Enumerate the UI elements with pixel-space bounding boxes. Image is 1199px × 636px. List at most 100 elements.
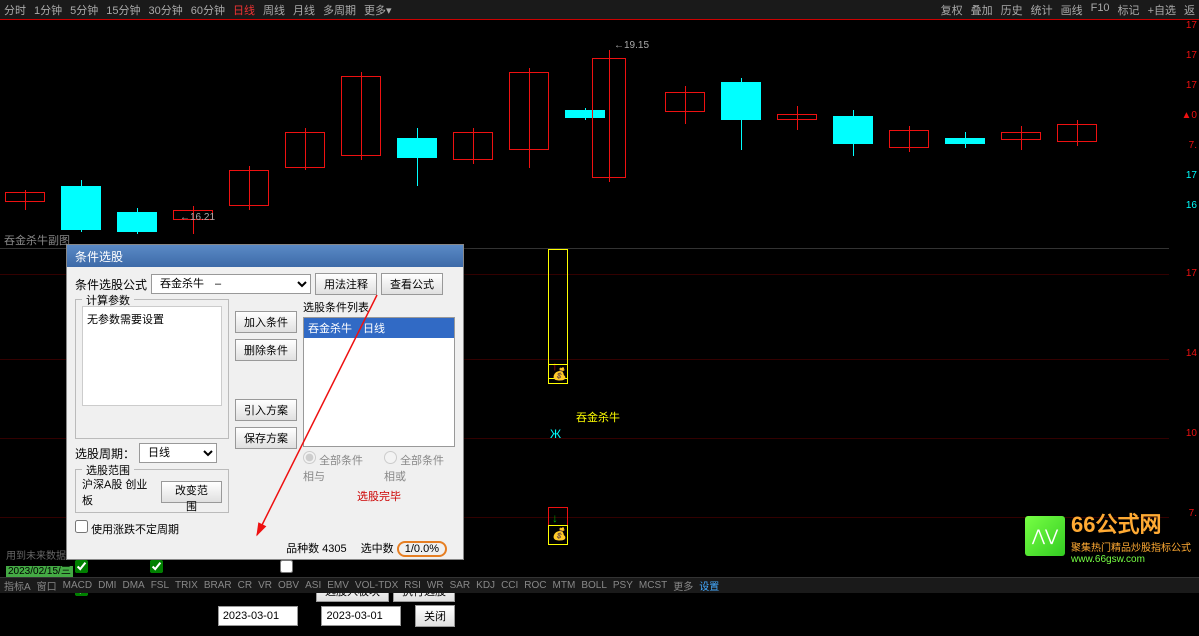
period-tab[interactable]: 5分钟	[70, 2, 98, 18]
indicator-tab[interactable]: DMA	[122, 580, 144, 591]
radio-or[interactable]: 全部条件相或	[384, 451, 455, 484]
sub-chart-title: 吞金杀牛副图	[4, 232, 70, 248]
fq-checkbox[interactable]: 前复权数据	[75, 560, 146, 577]
import-scheme-button[interactable]: 引入方案	[235, 399, 297, 421]
period-tab[interactable]: 月线	[293, 2, 315, 18]
period-tab[interactable]: 日线	[233, 2, 255, 18]
toolbar-action[interactable]: F10	[1091, 2, 1110, 18]
period-label: 选股周期：	[75, 445, 135, 462]
period-tab[interactable]: 1分钟	[34, 2, 62, 18]
indicator-tab[interactable]: BOLL	[581, 580, 607, 591]
period-tab[interactable]: 30分钟	[149, 2, 183, 18]
indicator-tab[interactable]: VR	[258, 580, 272, 591]
candle	[996, 20, 1046, 230]
close-button[interactable]: 关闭	[415, 605, 455, 627]
indicator-tab[interactable]: 更多	[673, 578, 693, 593]
indicator-tab[interactable]: PSY	[613, 580, 633, 591]
condition-list[interactable]: 吞金杀牛 日线	[303, 317, 455, 447]
indicator-tab[interactable]: WR	[427, 580, 444, 591]
toolbar-action[interactable]: 画线	[1061, 2, 1083, 18]
indicator-tab[interactable]: 窗口	[37, 578, 57, 593]
usage-button[interactable]: 用法注释	[315, 273, 377, 295]
period-select[interactable]: 日线	[139, 443, 217, 463]
candle	[336, 20, 386, 230]
delete-condition-button[interactable]: 删除条件	[235, 339, 297, 361]
period-tab[interactable]: 周线	[263, 2, 285, 18]
toolbar-action[interactable]: 标记	[1118, 2, 1140, 18]
formula-label: 条件选股公式	[75, 276, 147, 293]
top-toolbar: 分时 1分钟 5分钟 15分钟 30分钟 60分钟日线周线月线多周期更多▾ 复权叠加历史统…	[0, 0, 1199, 20]
period-tab[interactable]: 分时	[4, 2, 26, 18]
indicator-tab[interactable]: FSL	[151, 580, 169, 591]
toolbar-action[interactable]: 复权	[941, 2, 963, 18]
toolbar-action[interactable]: +自选	[1148, 2, 1176, 18]
range-legend: 选股范围	[82, 462, 134, 478]
indicator-tab[interactable]: TRIX	[175, 580, 198, 591]
indicator-marker	[548, 249, 568, 379]
date-from-input[interactable]	[218, 606, 298, 626]
indicator-tab[interactable]: CR	[238, 580, 252, 591]
indicator-tab[interactable]: 设置	[699, 578, 719, 593]
candle	[168, 20, 218, 230]
logo-icon: ⋀⋁	[1025, 516, 1065, 556]
exclude-checkbox[interactable]: 剔除当前未交易的品种	[150, 560, 276, 577]
price-annotation: ←19.15	[614, 40, 649, 51]
save-scheme-button[interactable]: 保存方案	[235, 427, 297, 449]
candle	[828, 20, 878, 230]
indicator-tab[interactable]: VOL-TDX	[355, 580, 398, 591]
period-tab[interactable]: 多周期	[323, 2, 356, 18]
candle	[0, 20, 50, 230]
toolbar-action[interactable]: 叠加	[971, 2, 993, 18]
indicator-bar: 指标A 窗口 MACD DMI DMA FSL TRIX BRAR CR VR OBV ASI EMV V…	[0, 577, 1199, 593]
logo-sub-text: 聚集热门精品炒股指标公式	[1071, 539, 1191, 554]
candle	[280, 20, 330, 230]
condition-list-item[interactable]: 吞金杀牛 日线	[304, 318, 454, 338]
indicator-tab[interactable]: 指标A	[4, 578, 31, 593]
period-tab[interactable]: 更多▾	[364, 2, 392, 18]
date-to-input[interactable]	[321, 606, 401, 626]
list-legend: 选股条件列表	[303, 299, 455, 315]
indicator-tab[interactable]: ROC	[524, 580, 546, 591]
indicator-tab[interactable]: DMI	[98, 580, 116, 591]
indicator-tab[interactable]: EMV	[327, 580, 349, 591]
cycle-checkbox[interactable]: 使用涨跌不定周期	[75, 520, 179, 537]
view-formula-button[interactable]: 查看公式	[381, 273, 443, 295]
add-condition-button[interactable]: 加入条件	[235, 311, 297, 333]
candle	[504, 20, 554, 230]
candle	[772, 20, 822, 230]
period-tab[interactable]: 15分钟	[106, 2, 140, 18]
toolbar-action[interactable]: 历史	[1001, 2, 1023, 18]
indicator-tab[interactable]: KDJ	[476, 580, 495, 591]
watermark-logo: ⋀⋁ 66公式网 聚集热门精品炒股指标公式 www.66gsw.com	[1025, 507, 1191, 565]
indicator-tab[interactable]: MTM	[553, 580, 576, 591]
indicator-tab[interactable]: ASI	[305, 580, 321, 591]
candle	[112, 20, 162, 230]
current-date: 2023/02/15/三	[6, 566, 73, 577]
candle	[588, 20, 630, 230]
candle	[660, 20, 710, 230]
indicator-tab[interactable]: MACD	[63, 580, 92, 591]
params-box: 无参数需要设置	[82, 306, 222, 406]
condition-stock-dialog: 条件选股 条件选股公式 吞金杀牛 – 用法注释 查看公式 计算参数 无参数需要设…	[66, 244, 464, 560]
indicator-tab[interactable]: MCST	[639, 580, 667, 591]
hit-count-highlight: 1/0.0%	[397, 541, 447, 557]
logo-main-text: 66公式网	[1071, 507, 1191, 539]
toolbar-action[interactable]: 统计	[1031, 2, 1053, 18]
formula-select[interactable]: 吞金杀牛 –	[151, 274, 311, 294]
toolbar-action[interactable]: 返	[1184, 2, 1195, 18]
logo-url-text: www.66gsw.com	[1071, 554, 1191, 565]
indicator-tab[interactable]: SAR	[450, 580, 471, 591]
indicator-tab[interactable]: CCI	[501, 580, 518, 591]
change-range-button[interactable]: 改变范围	[161, 481, 222, 503]
status-text: 选股完毕	[303, 488, 455, 504]
radio-and[interactable]: 全部条件相与	[303, 451, 374, 484]
result-info: 品种数 4305 选中数 1/0.0%	[75, 540, 455, 557]
price-annotation: ←16.21	[180, 212, 215, 223]
st-checkbox[interactable]: 剔除ST品种	[280, 560, 354, 577]
indicator-tab[interactable]: OBV	[278, 580, 299, 591]
price-y-axis: 171717▲07.1716	[1169, 20, 1199, 230]
range-text: 沪深A股 创业板	[82, 476, 157, 508]
period-tab[interactable]: 60分钟	[191, 2, 225, 18]
indicator-tab[interactable]: RSI	[404, 580, 421, 591]
indicator-tab[interactable]: BRAR	[204, 580, 232, 591]
